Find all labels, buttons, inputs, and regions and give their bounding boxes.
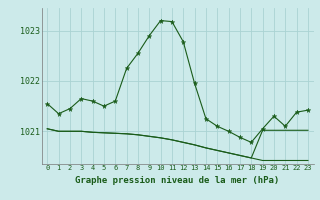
X-axis label: Graphe pression niveau de la mer (hPa): Graphe pression niveau de la mer (hPa) [76,176,280,185]
